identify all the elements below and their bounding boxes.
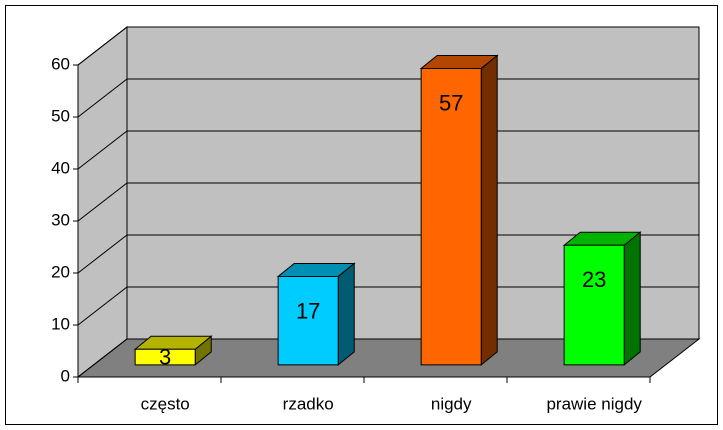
data-label: 3	[159, 345, 171, 370]
y-tick-label: 20	[51, 262, 70, 281]
data-label: 23	[582, 267, 606, 292]
bar	[562, 231, 642, 366]
grid-line	[77, 286, 699, 326]
bar-front	[277, 275, 339, 366]
y-tick-label: 60	[51, 54, 70, 73]
x-tick-label: rzadko	[283, 394, 334, 413]
bar-front	[420, 67, 482, 366]
bar-side	[337, 262, 355, 366]
y-tick-label: 50	[51, 106, 70, 125]
grid-line	[77, 26, 699, 66]
grid-line	[77, 130, 699, 170]
grid-line	[77, 78, 699, 118]
y-tick-label: 10	[51, 314, 70, 333]
bar	[419, 54, 499, 366]
bar-side	[623, 231, 641, 366]
bar	[133, 335, 213, 366]
grid-line	[77, 234, 699, 274]
x-tick-label: często	[141, 394, 190, 413]
grid-line	[77, 338, 699, 378]
data-label: 17	[296, 298, 320, 323]
data-label: 57	[439, 90, 463, 115]
bar-side	[480, 54, 498, 366]
x-tick-label: nigdy	[431, 394, 472, 413]
y-tick-label: 0	[61, 366, 70, 385]
grid-line	[77, 182, 699, 222]
bar-front	[563, 244, 625, 366]
bar-front	[134, 348, 196, 366]
y-tick-label: 30	[51, 210, 70, 229]
bar	[276, 262, 356, 366]
y-tick-label: 40	[51, 158, 70, 177]
x-tick-label: prawie nigdy	[546, 394, 642, 413]
